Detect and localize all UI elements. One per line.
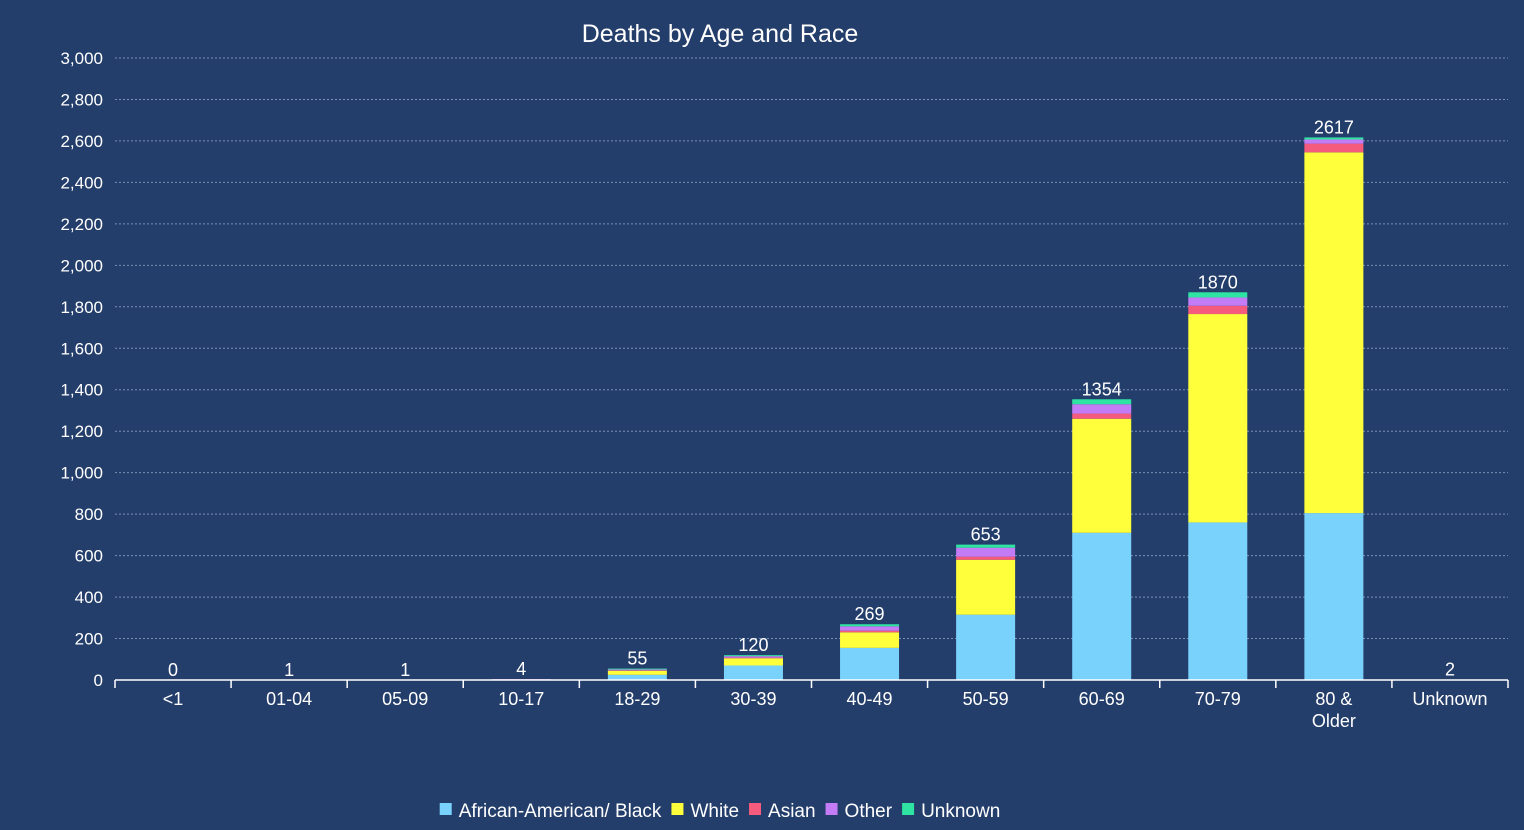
y-tick-label: 2,200	[60, 215, 103, 234]
bar-segment-asian	[1072, 413, 1132, 419]
y-tick-label: 1,600	[60, 339, 103, 358]
y-tick-label: 1,400	[60, 381, 103, 400]
x-tick-label: 80 &	[1315, 689, 1352, 709]
legend-label: White	[690, 801, 739, 822]
bar-segment-african-american-black	[723, 665, 783, 680]
chart-title: Deaths by Age and Race	[582, 20, 859, 48]
bar-segment-african-american-black	[607, 674, 667, 680]
bar-segment-other	[1304, 139, 1364, 144]
x-tick-label: <1	[163, 689, 184, 709]
bar-segment-other	[607, 669, 667, 671]
bar-segment-asian	[1188, 305, 1248, 315]
total-label: 2	[1445, 660, 1455, 680]
legend-label: Unknown	[921, 801, 1000, 822]
x-tick-label: 70-79	[1195, 689, 1241, 709]
x-tick-label: 10-17	[498, 689, 544, 709]
x-tick-label: 01-04	[266, 689, 312, 709]
total-label: 1	[284, 660, 294, 680]
legend-item: African-American/ Black	[439, 801, 662, 822]
bar-segment-asian	[840, 630, 900, 633]
axis-layer: 0 200 400 600 800 1,000 1,200 1,400 1,600 1,800 2,…	[60, 49, 1509, 731]
total-label: 120	[738, 635, 768, 655]
legend-swatch	[439, 803, 452, 815]
y-tick-label: 1,000	[60, 464, 103, 483]
x-tick-label: 05-09	[382, 689, 428, 709]
bar-segment-other	[1072, 404, 1132, 414]
bar-segment-white	[840, 632, 900, 648]
bar-segment-other	[840, 626, 900, 631]
bar-segment-african-american-black	[1072, 532, 1132, 680]
x-tick-label: 18-29	[614, 689, 660, 709]
bar-segment-white	[1188, 314, 1248, 523]
legend: African-American/ Black White Asian Other Un…	[439, 801, 1000, 822]
x-tick-label: 50-59	[963, 689, 1009, 709]
total-label: 1	[400, 660, 410, 680]
y-tick-label: 2,400	[60, 173, 103, 192]
y-tick-label: 3,000	[60, 49, 103, 68]
y-tick-label: 2,800	[60, 90, 103, 109]
bar-segment-other	[723, 656, 783, 658]
legend-item: Asian	[749, 801, 816, 822]
bar-segment-white	[607, 670, 667, 675]
bar-segment-unknown	[840, 624, 900, 627]
total-label: 2617	[1314, 117, 1354, 137]
legend-label: African-American/ Black	[459, 801, 662, 822]
x-tick-label: Older	[1312, 711, 1356, 731]
bar-segment-other	[956, 547, 1016, 557]
x-tick-label: 60-69	[1079, 689, 1125, 709]
total-label: 0	[168, 660, 178, 680]
total-label: 269	[855, 604, 885, 624]
y-tick-label: 2,600	[60, 132, 103, 151]
x-tick-label: Unknown	[1412, 689, 1487, 709]
legend-label: Asian	[768, 801, 816, 822]
bar-segment-other	[1188, 297, 1248, 306]
bar-segment-asian	[607, 670, 667, 671]
total-label: 1870	[1198, 272, 1238, 292]
total-label: 4	[516, 659, 526, 679]
y-tick-label: 200	[75, 630, 103, 649]
bar-segment-white	[956, 559, 1016, 615]
bar-segment-asian	[1304, 143, 1364, 153]
bar-segment-white	[1304, 152, 1364, 514]
bar-segment-unknown	[607, 668, 667, 670]
total-label: 653	[971, 525, 1001, 545]
bar-segment-unknown	[1072, 399, 1132, 405]
y-tick-label: 800	[75, 505, 103, 524]
y-tick-label: 0	[94, 671, 103, 690]
legend-swatch	[671, 803, 684, 815]
total-label: 55	[627, 649, 647, 669]
bar-segment-unknown	[1188, 292, 1248, 298]
bar-segment-unknown	[956, 544, 1016, 548]
total-label: 1354	[1082, 379, 1122, 399]
bar-segment-white	[1072, 418, 1132, 533]
y-tick-label: 1,200	[60, 422, 103, 441]
legend-label: Other	[845, 801, 893, 822]
bar-segment-asian	[723, 657, 783, 659]
bar-segment-unknown	[1304, 137, 1364, 140]
bar-segment-african-american-black	[840, 647, 900, 680]
y-tick-label: 400	[75, 588, 103, 607]
legend-item: Other	[825, 801, 893, 822]
grid-layer	[115, 57, 1508, 640]
x-tick-label: 40-49	[847, 689, 893, 709]
y-tick-label: 1,800	[60, 298, 103, 317]
bar-segment-asian	[956, 556, 1016, 560]
bar-segment-unknown	[723, 655, 783, 657]
legend-item: White	[671, 801, 739, 822]
labels-layer: 0 1 1 4 55 120 269 653 1354 1870 2617 2	[168, 117, 1455, 680]
legend-swatch	[749, 803, 762, 815]
y-tick-label: 2,000	[60, 256, 103, 275]
bar-segment-african-american-black	[1188, 522, 1248, 680]
bars-layer	[259, 137, 1480, 681]
y-tick-label: 600	[75, 547, 103, 566]
legend-swatch	[902, 803, 915, 815]
bar-segment-white	[723, 658, 783, 666]
bar-segment-african-american-black	[1304, 513, 1364, 680]
legend-swatch	[825, 803, 838, 815]
x-tick-label: 30-39	[730, 689, 776, 709]
legend-item: Unknown	[902, 801, 1000, 822]
bar-segment-african-american-black	[956, 614, 1016, 680]
